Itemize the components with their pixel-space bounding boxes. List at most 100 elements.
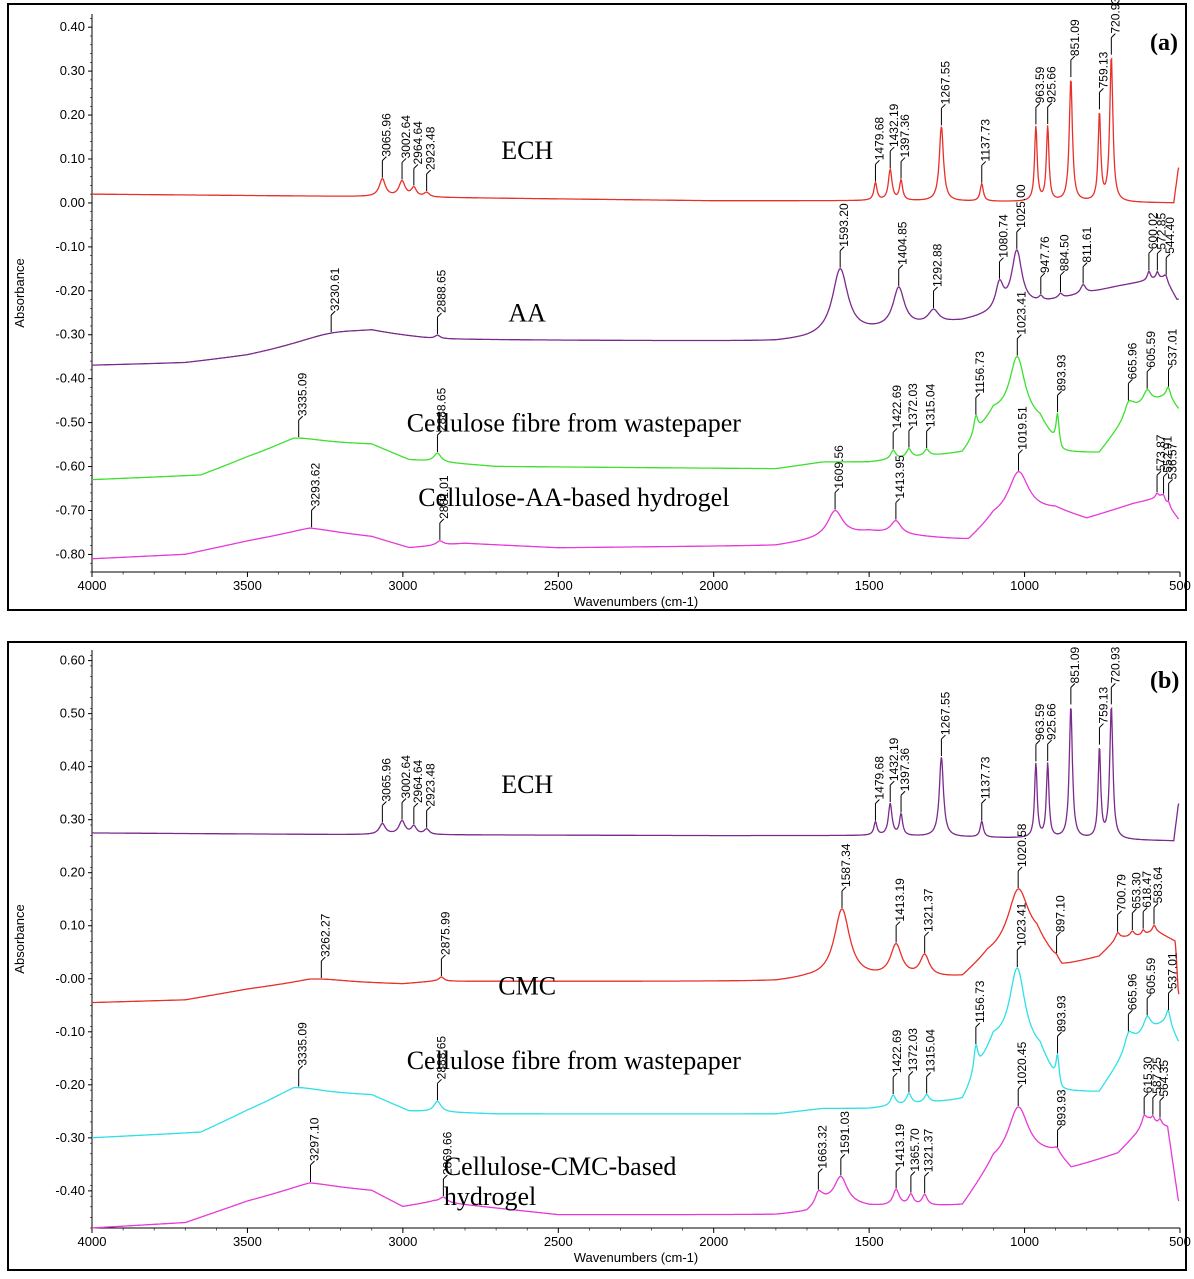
peak-marker-hook bbox=[900, 790, 906, 796]
peak-label: 2888.65 bbox=[434, 1036, 448, 1080]
peak-marker-hook bbox=[311, 505, 316, 511]
peak-label: 720.93 bbox=[1108, 0, 1122, 34]
peak-marker-hook bbox=[1070, 55, 1076, 61]
peak-marker-hook bbox=[443, 1174, 448, 1180]
y-tick-label: 0.40 bbox=[60, 19, 85, 34]
peak-marker-hook bbox=[1157, 249, 1162, 254]
x-tick-label: 500 bbox=[1169, 578, 1191, 593]
peak-label: 1365.70 bbox=[908, 1128, 922, 1172]
peak-label: 2888.65 bbox=[434, 387, 448, 431]
panel-frame bbox=[7, 641, 1187, 1271]
x-tick-label: 2000 bbox=[699, 578, 728, 593]
peak-label: 925.66 bbox=[1045, 66, 1059, 103]
y-tick-label: 0.20 bbox=[60, 107, 85, 122]
peak-marker-hook bbox=[1057, 1125, 1062, 1131]
peak-label: 1432.19 bbox=[887, 737, 901, 781]
series-1: 3230.61 2888.65 1593.20 1404.85 1292.88 1080.… bbox=[91, 184, 1179, 366]
panel-letter: (a) bbox=[1150, 30, 1178, 56]
y-tick-label: -0.30 bbox=[55, 327, 85, 342]
peak-marker-hook bbox=[1035, 740, 1041, 745]
peak-label: 897.10 bbox=[1054, 895, 1068, 932]
x-tick-label: 1500 bbox=[855, 1234, 884, 1249]
panel-frame bbox=[7, 3, 1187, 611]
y-tick-label: -0.40 bbox=[55, 1183, 85, 1198]
y-axis-label: Absorbance bbox=[12, 904, 27, 973]
peak-marker-hook bbox=[933, 286, 938, 292]
peak-label: 1315.04 bbox=[924, 383, 938, 427]
peak-marker-hook bbox=[1153, 903, 1159, 908]
x-tick-label: 2500 bbox=[544, 1234, 573, 1249]
peak-marker-hook bbox=[1148, 248, 1154, 254]
peak-label: 2923.48 bbox=[424, 126, 438, 170]
y-tick-label: -0.30 bbox=[55, 1130, 85, 1145]
peak-marker-hook bbox=[975, 1022, 981, 1028]
peak-marker-hook bbox=[1168, 988, 1173, 994]
peak-label: 1315.04 bbox=[924, 1029, 938, 1073]
peak-marker-hook bbox=[926, 1072, 931, 1077]
peak-marker-hook bbox=[426, 169, 431, 175]
peak-marker-hook bbox=[1060, 270, 1065, 276]
peak-marker-hook bbox=[437, 430, 442, 436]
peak-marker-hook bbox=[981, 798, 987, 804]
peak-label: 1321.37 bbox=[922, 1129, 936, 1173]
peak-label: 1397.36 bbox=[898, 114, 912, 158]
y-tick-label: 0.00 bbox=[60, 195, 85, 210]
peak-marker-hook bbox=[1018, 449, 1023, 455]
y-tick-label: -0.10 bbox=[55, 1024, 85, 1039]
peak-label: 1156.73 bbox=[973, 980, 987, 1023]
peak-label: 3297.10 bbox=[308, 1117, 322, 1161]
peak-marker-hook bbox=[941, 734, 946, 740]
series-line bbox=[91, 471, 1180, 560]
y-tick-label: 0.10 bbox=[60, 918, 85, 933]
peak-marker-hook bbox=[1016, 227, 1022, 233]
peak-label: 759.13 bbox=[1096, 687, 1110, 724]
peak-marker-hook bbox=[413, 164, 419, 169]
peak-label: 1267.55 bbox=[938, 691, 952, 735]
peak-label: 2964.64 bbox=[411, 759, 425, 803]
series-1: 3262.27 2875.99 1587.34 1413.19 1321.37 1020.… bbox=[91, 823, 1180, 1004]
chart-panel-a: 0.40 0.30 0.20 0.10 0.00 -0.10 -0.20 -0.30 -0.40… bbox=[7, 0, 1191, 611]
peak-marker-hook bbox=[381, 156, 387, 161]
series-name-label: ECH bbox=[501, 770, 553, 799]
peak-marker-hook bbox=[1131, 908, 1137, 914]
y-tick-label: 0.60 bbox=[60, 653, 85, 668]
peak-label: 1587.34 bbox=[839, 843, 853, 887]
peak-label: 537.01 bbox=[1165, 952, 1179, 989]
peak-label: 572.85 bbox=[1154, 213, 1168, 250]
peak-marker-hook bbox=[1117, 910, 1122, 916]
peak-marker-hook bbox=[1057, 1031, 1062, 1037]
peak-label: 1019.51 bbox=[1016, 406, 1030, 450]
peak-label: 1372.03 bbox=[906, 1028, 920, 1072]
x-tick-label: 3500 bbox=[233, 1234, 262, 1249]
peak-marker-hook bbox=[441, 954, 446, 960]
peak-label: 893.93 bbox=[1055, 995, 1069, 1032]
peak-label: 618.47 bbox=[1140, 871, 1154, 908]
peak-label: 665.96 bbox=[1125, 342, 1139, 379]
peak-label: 1609.56 bbox=[832, 445, 846, 489]
peak-marker-hook bbox=[439, 518, 445, 524]
y-tick-label: -0.60 bbox=[55, 459, 85, 474]
peak-marker-hook bbox=[381, 801, 387, 806]
y-tick-label: -0.40 bbox=[55, 371, 85, 386]
peak-label: 1593.20 bbox=[837, 203, 851, 247]
peak-marker-hook bbox=[875, 159, 880, 165]
peak-label: 1156.73 bbox=[973, 351, 987, 394]
peak-label: 537.01 bbox=[1165, 329, 1179, 366]
peak-marker-hook bbox=[999, 257, 1004, 263]
peak-label: 1413.19 bbox=[893, 1124, 907, 1168]
peak-label: 1023.41 bbox=[1014, 902, 1028, 946]
y-tick-label: -0.20 bbox=[55, 1077, 85, 1092]
peak-label: 925.66 bbox=[1045, 703, 1059, 740]
y-tick-label: -0.20 bbox=[55, 283, 85, 298]
series-name-label: AA bbox=[508, 299, 546, 328]
peak-label: 2923.48 bbox=[424, 763, 438, 807]
peak-label: 583.64 bbox=[1151, 866, 1165, 903]
series-line bbox=[92, 706, 1180, 842]
peak-label: 1422.69 bbox=[890, 1029, 904, 1073]
peak-marker-hook bbox=[839, 246, 845, 252]
peak-marker-hook bbox=[926, 426, 931, 432]
peak-marker-hook bbox=[310, 1160, 315, 1166]
peak-marker-hook bbox=[818, 1168, 823, 1173]
